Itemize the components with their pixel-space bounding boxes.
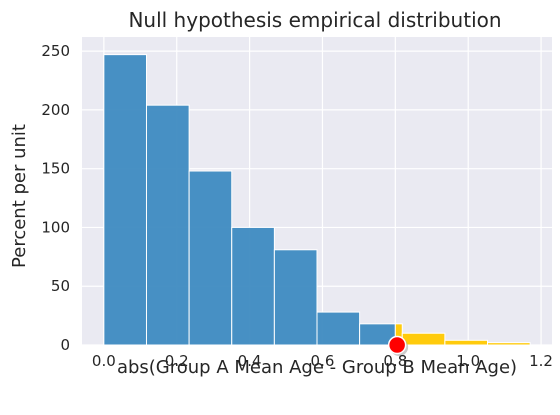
y-tick-label: 50 [51,277,70,295]
observed-statistic-marker [387,335,409,356]
y-tick-label: 150 [41,160,70,178]
histogram-bar-below [145,104,190,346]
x-axis-label: abs(Group A Mean Age - Group B Mean Age) [117,357,517,378]
y-tick-label: 0 [60,336,70,354]
histogram-bar-above [444,339,489,346]
y-axis-label: Percent per unit [9,124,30,268]
x-tick-labels: 0.0 0.2 0.4 0.6 0.8 1.0 1.2 [92,352,553,370]
x-tick-label: 0.8 [383,352,407,370]
y-tick-label: 100 [41,218,70,236]
y-tick-label: 250 [41,42,70,60]
y-tick-labels: 0 50 100 150 200 250 [41,42,70,354]
x-tick-label: 1.2 [529,352,553,370]
x-tick-label: 0.0 [92,352,116,370]
histogram-bar-below [231,226,275,346]
histogram-bar-above [401,332,446,346]
y-tick-label: 200 [41,101,70,119]
x-tick-label: 0.4 [238,352,262,370]
observed-statistic-dot [387,335,407,355]
histogram-bar-below [103,54,147,346]
histogram-bar-above [487,342,531,346]
x-tick-label: 0.6 [311,352,335,370]
histogram-bar-below [316,311,361,346]
histogram-bar-below [188,170,233,346]
histogram-bars [103,54,531,346]
x-tick-label: 1.0 [456,352,480,370]
x-tick-label: 0.2 [165,352,189,370]
histogram-bar-below [273,249,318,346]
chart-title: Null hypothesis empirical distribution [128,8,501,32]
